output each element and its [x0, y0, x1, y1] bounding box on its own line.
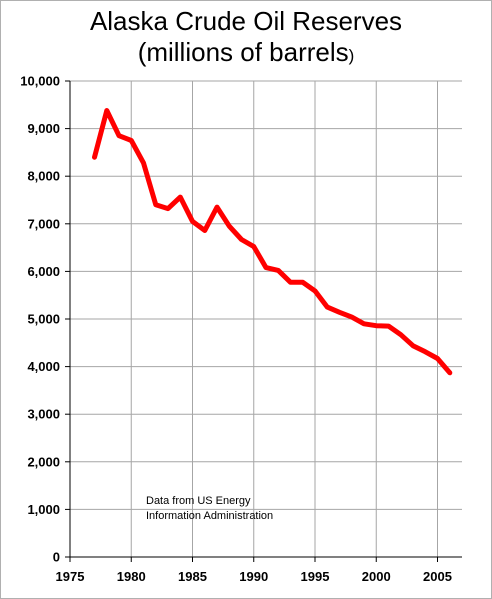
data-source-annotation: Data from US Energy Information Administ…: [146, 494, 273, 524]
y-tick-label: 0: [53, 550, 60, 565]
data-point: [338, 311, 341, 314]
x-tick-label: 2000: [362, 569, 391, 584]
data-point: [411, 344, 415, 347]
data-point: [191, 220, 194, 223]
x-tick-label: 1980: [117, 569, 146, 584]
y-tick-label: 2,000: [27, 454, 60, 469]
y-tick-label: 8,000: [27, 169, 60, 184]
data-point: [313, 289, 317, 293]
x-tick-labels: 1975 1980 1985 1990 1995 2000 2005: [56, 569, 452, 584]
data-point: [301, 281, 304, 284]
data-point: [252, 245, 255, 248]
y-tick-label: 9,000: [27, 121, 60, 136]
data-point: [240, 238, 243, 241]
series-group: [92, 108, 453, 376]
data-point: [117, 134, 121, 137]
data-point: [424, 350, 427, 354]
data-point: [326, 305, 329, 309]
data-point: [277, 269, 280, 272]
data-point: [215, 205, 219, 209]
data-point: [436, 357, 439, 360]
data-point: [130, 139, 133, 142]
data-point: [166, 207, 170, 210]
data-point: [105, 109, 108, 112]
x-tick-label: 1975: [56, 569, 85, 584]
gridlines: [70, 80, 462, 557]
y-tick-label: 3,000: [27, 407, 60, 422]
data-point: [362, 322, 366, 325]
x-tick-label: 1995: [301, 569, 330, 584]
data-point: [375, 324, 378, 327]
chart-title-line1: Alaska Crude Oil Reserves: [89, 6, 403, 36]
x-tick-label: 1985: [178, 569, 207, 584]
y-tick-labels: 0 1,000 2,000 3,000 4,000 5,000 6,000 7,000 8,00…: [20, 74, 60, 565]
y-tick-label: 5,000: [27, 312, 60, 327]
data-point: [93, 155, 96, 159]
chart-title-line2-main: (millions of barrels: [137, 37, 349, 67]
axes: [65, 80, 462, 562]
data-point: [448, 371, 451, 374]
chart-title: Alaska Crude Oil Reserves (millions of b…: [0, 6, 492, 71]
data-point: [289, 281, 292, 284]
data-point: [228, 224, 231, 228]
data-point: [350, 315, 353, 319]
x-tick-label: 2005: [423, 569, 452, 584]
data-point: [179, 195, 182, 199]
data-point: [264, 266, 268, 269]
data-point: [203, 229, 206, 232]
chart-title-line2: (millions of barrels): [0, 37, 492, 71]
annotation-line-1: Data from US Energy: [146, 495, 251, 507]
annotation-line-2: Information Administration: [146, 510, 274, 522]
y-tick-label: 4,000: [27, 359, 60, 374]
data-point: [399, 333, 402, 336]
data-point: [142, 161, 145, 165]
y-tick-label: 7,000: [27, 216, 60, 231]
data-point: [387, 324, 390, 328]
data-point: [154, 203, 157, 206]
y-tick-label: 6,000: [27, 264, 60, 279]
chart-title-line2-paren: ): [348, 46, 355, 65]
y-tick-label: 1,000: [27, 502, 60, 517]
x-tick-label: 1990: [239, 569, 268, 584]
y-tick-label: 10,000: [20, 74, 60, 89]
reserves-series-line: [92, 108, 453, 376]
